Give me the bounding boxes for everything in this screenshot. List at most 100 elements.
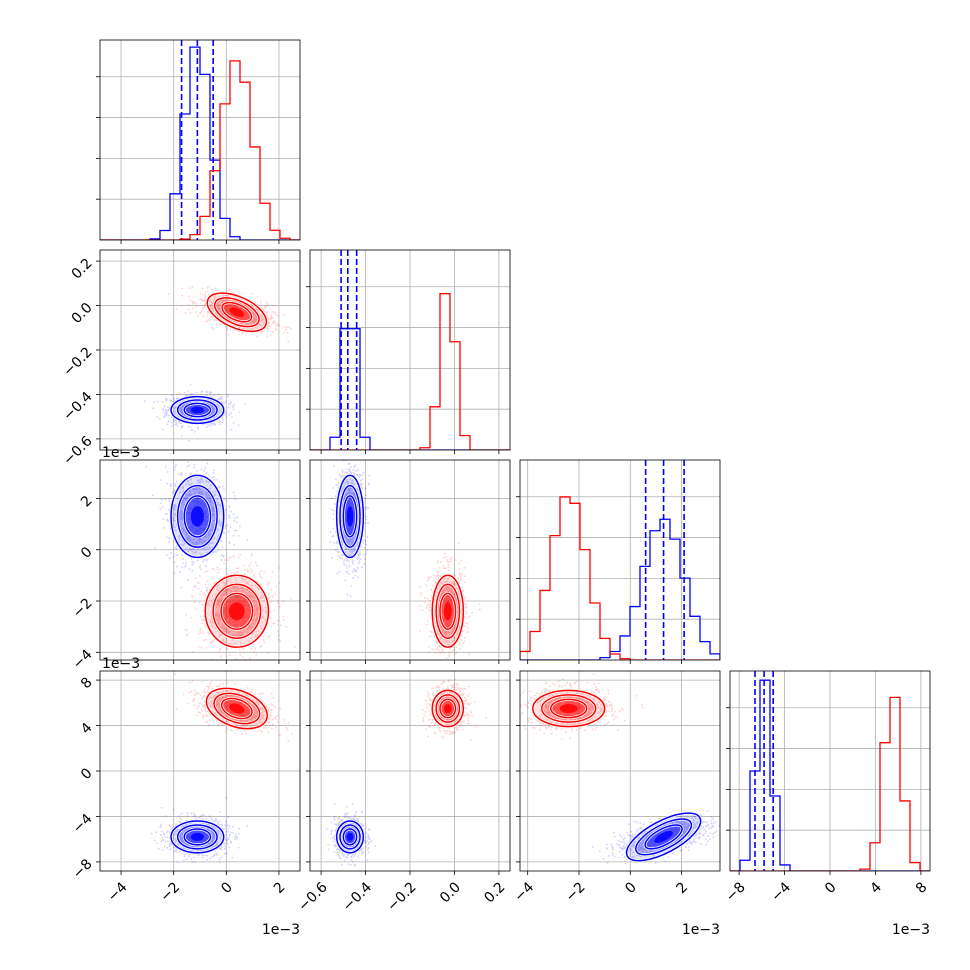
- sample-point: [174, 529, 177, 532]
- sample-point: [233, 624, 235, 627]
- sample-point: [334, 549, 337, 551]
- sample-point: [189, 528, 191, 531]
- sample-point: [197, 479, 200, 482]
- sample-point: [351, 480, 353, 482]
- sample-point: [363, 563, 366, 566]
- sample-point: [186, 633, 189, 636]
- sample-point: [262, 330, 265, 333]
- sample-point: [235, 529, 238, 532]
- sample-point: [216, 501, 219, 503]
- y-tick-label: 0.0: [69, 300, 96, 327]
- sample-point: [264, 308, 267, 310]
- sample-point: [199, 628, 202, 630]
- sample-point: [193, 430, 196, 433]
- sample-point: [209, 319, 212, 321]
- sample-point: [332, 512, 335, 515]
- sample-point: [177, 535, 180, 538]
- sample-point: [250, 554, 253, 557]
- sample-point: [201, 478, 203, 481]
- sample-point: [205, 394, 208, 396]
- sample-point: [238, 316, 241, 319]
- sample-point: [202, 431, 204, 433]
- sample-point: [168, 509, 170, 512]
- sample-point: [252, 313, 255, 316]
- sample-point: [344, 536, 347, 539]
- sample-point: [215, 606, 218, 609]
- sample-point: [347, 504, 350, 507]
- sample-point: [446, 622, 449, 625]
- sample-point: [174, 547, 177, 549]
- sample-point: [181, 500, 184, 503]
- sample-point: [206, 546, 209, 549]
- sample-point: [154, 546, 157, 549]
- sample-point: [173, 406, 176, 409]
- sample-point: [201, 492, 204, 495]
- sample-point: [350, 482, 353, 484]
- sample-point: [239, 633, 242, 636]
- sample-point: [438, 651, 441, 654]
- sample-point: [253, 317, 256, 320]
- sample-point: [349, 532, 352, 535]
- sample-point: [221, 421, 224, 424]
- sample-point: [252, 594, 254, 597]
- sample-point: [245, 310, 248, 313]
- sample-point: [217, 616, 220, 619]
- sample-point: [346, 567, 349, 569]
- sample-point: [227, 393, 229, 396]
- sample-point: [216, 303, 219, 306]
- sample-point: [347, 530, 349, 533]
- sample-point: [178, 421, 181, 424]
- sample-point: [188, 511, 191, 514]
- sample-point: [193, 413, 196, 416]
- sample-point: [180, 411, 183, 414]
- sample-point: [351, 492, 353, 495]
- sample-point: [213, 479, 215, 481]
- sample-point: [221, 625, 224, 628]
- sample-point: [178, 511, 181, 514]
- sample-point: [230, 314, 233, 316]
- sample-point: [230, 510, 232, 513]
- sample-point: [213, 407, 216, 410]
- sample-point: [265, 611, 267, 614]
- sample-point: [346, 503, 349, 506]
- sample-point: [187, 522, 190, 524]
- sample-point: [214, 493, 217, 495]
- sample-point: [217, 397, 220, 400]
- sample-point: [466, 631, 469, 633]
- sample-point: [185, 513, 188, 515]
- sample-point: [180, 510, 183, 512]
- sample-point: [210, 391, 212, 394]
- sample-point: [180, 474, 183, 476]
- sample-point: [194, 404, 197, 407]
- sample-point: [188, 295, 191, 298]
- sample-point: [204, 291, 207, 294]
- sample-point: [166, 431, 168, 433]
- sample-point: [216, 303, 219, 306]
- sample-point: [349, 466, 352, 469]
- sample-point: [189, 493, 192, 496]
- sample-point: [228, 622, 231, 625]
- sample-point: [185, 531, 188, 534]
- sample-point: [196, 413, 199, 416]
- sample-point: [192, 538, 195, 541]
- sample-point: [162, 518, 164, 521]
- sample-point: [187, 509, 190, 512]
- sample-point: [175, 545, 178, 548]
- sample-point: [235, 597, 238, 599]
- sample-point: [222, 593, 225, 596]
- sample-point: [346, 507, 349, 510]
- sample-point: [271, 310, 274, 313]
- sample-point: [427, 576, 430, 578]
- sample-point: [230, 299, 233, 302]
- sample-point: [194, 413, 197, 415]
- sample-point: [243, 622, 245, 625]
- sample-point: [246, 608, 249, 611]
- sample-point: [269, 617, 272, 620]
- sample-point: [364, 521, 367, 524]
- sample-point: [248, 624, 251, 627]
- sample-point: [247, 615, 250, 618]
- sample-point: [274, 328, 277, 331]
- sample-point: [244, 311, 246, 313]
- sample-point: [212, 582, 215, 585]
- sample-point: [254, 320, 256, 323]
